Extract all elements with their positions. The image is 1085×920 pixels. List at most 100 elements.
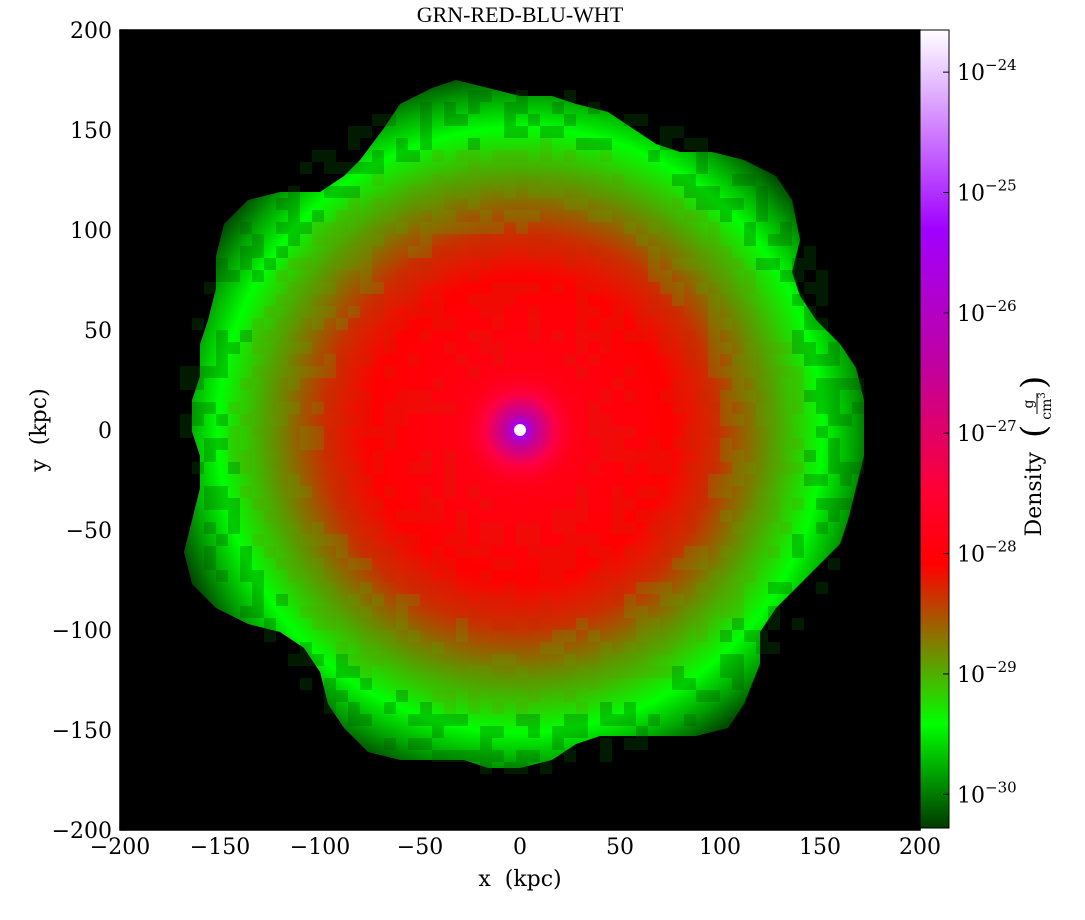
colorbar-unit-open-paren: ( [1014, 425, 1054, 438]
density-cell [768, 342, 780, 354]
density-cell [408, 258, 420, 270]
density-cell [684, 258, 696, 270]
density-cell [588, 306, 600, 318]
density-cell [492, 594, 504, 606]
density-cell [360, 246, 372, 258]
density-cell [288, 258, 300, 270]
density-cell [180, 414, 192, 426]
density-cell [528, 186, 540, 198]
density-cell [636, 234, 648, 246]
density-cell [288, 402, 300, 414]
density-cell [276, 414, 288, 426]
density-cell [336, 486, 348, 498]
density-cell [408, 390, 420, 402]
density-cell [720, 654, 732, 666]
density-cell [204, 402, 216, 414]
unit-denominator-base: cm [1039, 399, 1055, 420]
density-cell [480, 522, 492, 534]
density-cell [528, 522, 540, 534]
density-cell [768, 618, 780, 630]
density-cell [396, 282, 408, 294]
density-cell [516, 150, 528, 162]
density-cell [720, 486, 732, 498]
density-cell [288, 186, 300, 198]
density-cell [684, 558, 696, 570]
density-cell [324, 534, 336, 546]
density-cell [216, 486, 228, 498]
density-cell [768, 366, 780, 378]
density-cell [492, 246, 504, 258]
density-cell [384, 630, 396, 642]
density-cell [288, 222, 300, 234]
density-cell [288, 210, 300, 222]
density-cell [396, 150, 408, 162]
density-cell [540, 150, 552, 162]
density-cell [756, 414, 768, 426]
density-cell [360, 606, 372, 618]
density-cell [588, 282, 600, 294]
density-cell [444, 402, 456, 414]
density-cell [348, 126, 360, 138]
density-cell [516, 126, 528, 138]
density-cell [348, 594, 360, 606]
density-cell [216, 438, 228, 450]
colorbar-gradient [920, 30, 949, 828]
density-cell [672, 402, 684, 414]
density-cell [444, 114, 456, 126]
plot-area [120, 30, 920, 830]
density-cell [336, 474, 348, 486]
density-cell [720, 270, 732, 282]
density-cell [708, 330, 720, 342]
density-cell [732, 654, 744, 666]
density-cell [672, 438, 684, 450]
density-cell [576, 330, 588, 342]
density-cell [576, 726, 588, 738]
density-cell [564, 630, 576, 642]
density-cell [648, 306, 660, 318]
density-cell [792, 546, 804, 558]
density-cell [636, 510, 648, 522]
density-cell [360, 426, 372, 438]
density-cell [720, 318, 732, 330]
density-cell [540, 594, 552, 606]
density-cell [324, 186, 336, 198]
density-cell [600, 330, 612, 342]
density-cell [480, 90, 492, 102]
density-cell [348, 702, 360, 714]
density-cell [504, 150, 516, 162]
density-cell [636, 654, 648, 666]
density-cell [420, 258, 432, 270]
density-cell [492, 354, 504, 366]
density-cell [588, 546, 600, 558]
density-cell [408, 282, 420, 294]
density-cell [720, 594, 732, 606]
density-cell [324, 234, 336, 246]
density-cell [780, 222, 792, 234]
density-cell [852, 402, 864, 414]
x-tick-label: −200 [90, 835, 150, 860]
density-cell [648, 666, 660, 678]
density-cell [804, 474, 816, 486]
density-cell [264, 258, 276, 270]
density-cell [348, 510, 360, 522]
density-cell [624, 594, 636, 606]
density-cell [288, 318, 300, 330]
density-cell [840, 498, 852, 510]
density-cell [648, 246, 660, 258]
density-cell [624, 606, 636, 618]
density-cell [396, 390, 408, 402]
density-cell [756, 210, 768, 222]
density-cell [720, 450, 732, 462]
density-cell [480, 258, 492, 270]
density-cell [432, 558, 444, 570]
density-cell [672, 594, 684, 606]
density-cell [696, 150, 708, 162]
density-cell [432, 222, 444, 234]
density-cell [552, 738, 564, 750]
x-tick-label: −150 [190, 835, 250, 860]
density-cell [744, 270, 756, 282]
density-cell [240, 222, 252, 234]
density-cell [708, 570, 720, 582]
density-cell [780, 270, 792, 282]
density-cell [456, 630, 468, 642]
